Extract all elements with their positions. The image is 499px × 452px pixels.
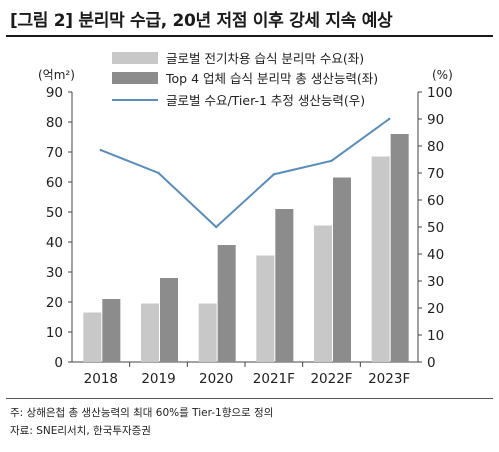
x-tick-label: 2023F [368, 371, 410, 387]
right-tick-label: 70 [427, 166, 444, 182]
left-tick-label: 10 [46, 325, 63, 341]
legend: 글로벌 전기차용 습식 분리막 수요(좌) Top 4 업체 습식 분리막 총 생… [112, 51, 378, 108]
left-tick-label: 0 [54, 355, 63, 371]
left-axis-unit: (억m²) [38, 68, 75, 82]
ratio-point [157, 171, 160, 175]
x-tick-label: 2020 [199, 371, 233, 387]
capacity-bar [333, 177, 351, 362]
right-tick-label: 10 [427, 328, 444, 344]
right-tick-label: 100 [427, 85, 453, 101]
x-tick-label: 2021F [253, 371, 295, 387]
right-tick-label: 40 [427, 247, 444, 263]
ratio-point [387, 117, 391, 121]
chart-title: [그림 2] 분리막 수급, 20년 저점 이후 강세 지속 예상 [10, 11, 393, 31]
left-tick-label: 80 [46, 115, 63, 131]
right-tick-label: 90 [427, 112, 444, 128]
left-tick-label: 20 [46, 295, 63, 311]
ratio-point [99, 148, 103, 152]
right-tick-label: 60 [427, 193, 444, 209]
legend-label: Top 4 업체 습식 분리막 총 생산능력(좌) [165, 71, 378, 86]
x-tick-label: 2019 [141, 371, 175, 387]
capacity-bar [160, 278, 178, 362]
legend-label: 글로벌 수요/Tier-1 추정 생산능력(우) [166, 93, 365, 108]
capacity-bar [390, 134, 409, 362]
ratio-point [330, 159, 333, 163]
ratio-line [100, 118, 390, 229]
left-tick-label: 40 [46, 235, 63, 251]
capacity-bar [275, 209, 294, 362]
bars [83, 134, 409, 362]
right-tick-label: 80 [427, 139, 444, 155]
legend-label: 글로벌 전기차용 습식 분리막 수요(좌) [166, 51, 364, 66]
demand-bar [83, 312, 102, 362]
left-tick-label: 60 [46, 175, 63, 191]
legend-swatch [112, 52, 158, 64]
left-tick-label: 70 [46, 145, 63, 161]
demand-bar [314, 225, 332, 362]
demand-bar [198, 303, 217, 362]
footer-divider [6, 398, 493, 399]
axes [68, 91, 422, 367]
title-divider [6, 35, 493, 37]
chart: 글로벌 전기차용 습식 분리막 수요(좌) Top 4 업체 습식 분리막 총 생… [38, 51, 453, 387]
right-axis-unit: (%) [432, 68, 453, 82]
line-series [99, 117, 391, 229]
left-tick-label: 90 [46, 85, 63, 101]
x-tick-label: 2018 [84, 371, 118, 387]
capacity-bar [217, 245, 236, 362]
ratio-point [272, 173, 276, 176]
left-tick-label: 30 [46, 265, 63, 281]
x-tick-label: 2022F [310, 371, 352, 387]
legend-swatch [112, 72, 158, 84]
footnote: 주: 상해은첩 총 생산능력의 최대 60%를 Tier-1향으로 정의 [10, 407, 274, 419]
demand-bar [256, 255, 275, 362]
right-tick-label: 50 [427, 220, 444, 236]
right-tick-label: 0 [427, 355, 436, 371]
left-tick-label: 50 [46, 205, 63, 221]
tick-labels: 0 10 20 30 40 50 60 70 80 90 0 10 20 30 40 50 60 70 80 90 10… [38, 68, 453, 387]
ratio-point [214, 225, 218, 229]
capacity-bar [102, 299, 121, 362]
source-note: 자료: SNE리서치, 한국투자증권 [10, 425, 151, 437]
demand-bar [141, 303, 159, 362]
right-tick-label: 20 [427, 301, 444, 317]
demand-bar [371, 156, 390, 362]
right-tick-label: 30 [427, 274, 444, 290]
